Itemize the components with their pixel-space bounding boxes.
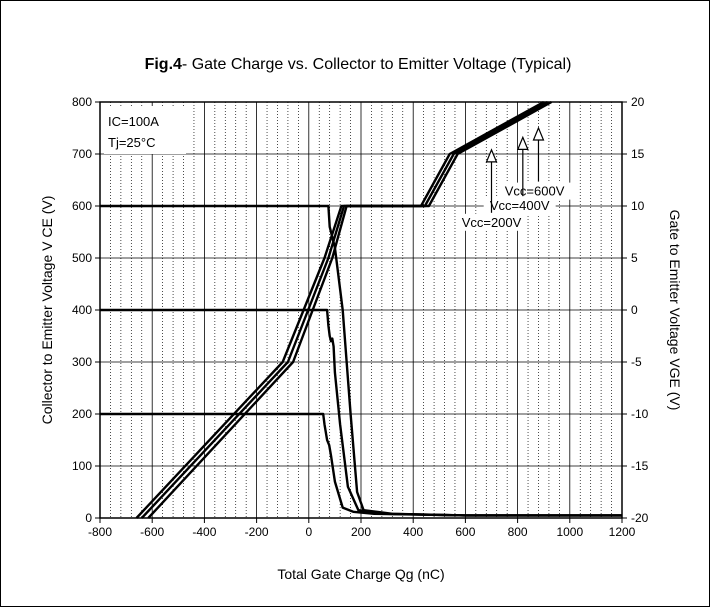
y-left-tick-label: 800 <box>72 95 92 109</box>
annotation-label: Vcc=200V <box>462 215 522 230</box>
annotation-arrow-head <box>516 135 529 150</box>
x-tick-label: 200 <box>351 525 371 539</box>
y-right-tick-label: -5 <box>631 355 642 369</box>
y-left-tick-label: 600 <box>72 199 92 213</box>
y-left-tick-label: 500 <box>72 251 92 265</box>
y-left-tick-label: 300 <box>72 355 92 369</box>
y-left-tick-label: 200 <box>72 407 92 421</box>
y-left-axis-ticks: 0 100 200 300 400 500 600 700 800 <box>72 95 100 525</box>
y-left-tick-label: 0 <box>85 511 92 525</box>
y-left-tick-label: 700 <box>72 147 92 161</box>
x-tick-label: 400 <box>403 525 423 539</box>
y-right-tick-label: -10 <box>631 407 649 421</box>
x-tick-label: 1200 <box>609 525 636 539</box>
y-right-axis-ticks: -20 -15 -10 -5 0 5 10 15 20 <box>622 95 649 525</box>
y-left-tick-label: 100 <box>72 459 92 473</box>
x-axis-label: Total Gate Charge Qg (nC) <box>277 566 444 582</box>
vge-curve-vcc-200v <box>135 100 545 519</box>
curves <box>100 100 622 519</box>
y-right-tick-label: 5 <box>631 251 638 265</box>
x-tick-label: -400 <box>192 525 216 539</box>
conditions-bg <box>104 106 186 154</box>
annotation-arrow-head <box>485 148 498 163</box>
x-tick-label: 600 <box>455 525 475 539</box>
x-tick-label: 1000 <box>556 525 583 539</box>
y-right-tick-label: -20 <box>631 511 649 525</box>
chart-title: Fig.4- Gate Charge vs. Collector to Emit… <box>145 56 572 73</box>
y-right-tick-label: -15 <box>631 459 649 473</box>
x-tick-label: -200 <box>245 525 269 539</box>
annotation-label-bg <box>455 213 528 231</box>
y-left-axis-label: Collector to Emitter Voltage V CE (V) <box>39 196 55 425</box>
annotation-label-bg <box>498 182 571 200</box>
x-tick-label: -800 <box>88 525 112 539</box>
annotation-label: Vcc=600V <box>505 184 565 199</box>
condition-tj: Tj=25°C <box>108 135 155 150</box>
y-right-tick-label: 15 <box>631 147 645 161</box>
x-tick-label: 0 <box>305 525 312 539</box>
y-right-tick-label: 20 <box>631 95 645 109</box>
x-tick-label: 800 <box>508 525 528 539</box>
vge-curve-vcc-600v <box>147 100 553 519</box>
chart-title-text: - Gate Charge vs. Collector to Emitter V… <box>182 56 571 73</box>
y-right-tick-label: 10 <box>631 199 645 213</box>
vce-curve-vcc-600v <box>100 204 622 517</box>
y-right-axis-label: Gate to Emitter Voltage VGE (V) <box>667 210 683 411</box>
y-left-tick-label: 400 <box>72 303 92 317</box>
y-right-tick-label: 0 <box>631 303 638 317</box>
vce-curve-vcc-200v <box>100 412 622 517</box>
x-tick-label: -600 <box>140 525 164 539</box>
x-axis-ticks: -800 -600 -400 -200 0 200 400 600 800 1000 1200 <box>88 518 636 539</box>
annotation-label: Vcc=400V <box>490 198 550 213</box>
annotation-label-bg <box>483 197 556 215</box>
annotation-arrow-head <box>532 126 545 141</box>
chart-title-prefix: Fig.4 <box>145 56 182 73</box>
vge-curve-vcc-400v <box>140 100 549 519</box>
condition-ic: IC=100A <box>108 114 159 129</box>
